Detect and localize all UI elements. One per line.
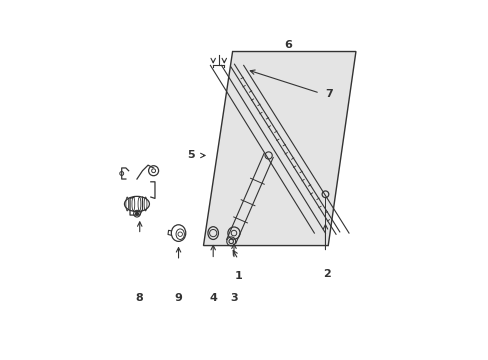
Text: 1: 1 (234, 270, 242, 280)
Text: 4: 4 (209, 293, 217, 303)
Text: 9: 9 (174, 293, 182, 303)
Text: 2: 2 (322, 269, 330, 279)
Circle shape (135, 212, 138, 215)
Text: 6: 6 (284, 40, 291, 50)
Text: 7: 7 (325, 90, 332, 99)
Text: 3: 3 (230, 293, 237, 303)
Ellipse shape (124, 196, 149, 212)
Circle shape (151, 169, 155, 173)
Polygon shape (203, 51, 355, 246)
Text: 8: 8 (136, 293, 143, 303)
Text: 5: 5 (187, 150, 195, 161)
